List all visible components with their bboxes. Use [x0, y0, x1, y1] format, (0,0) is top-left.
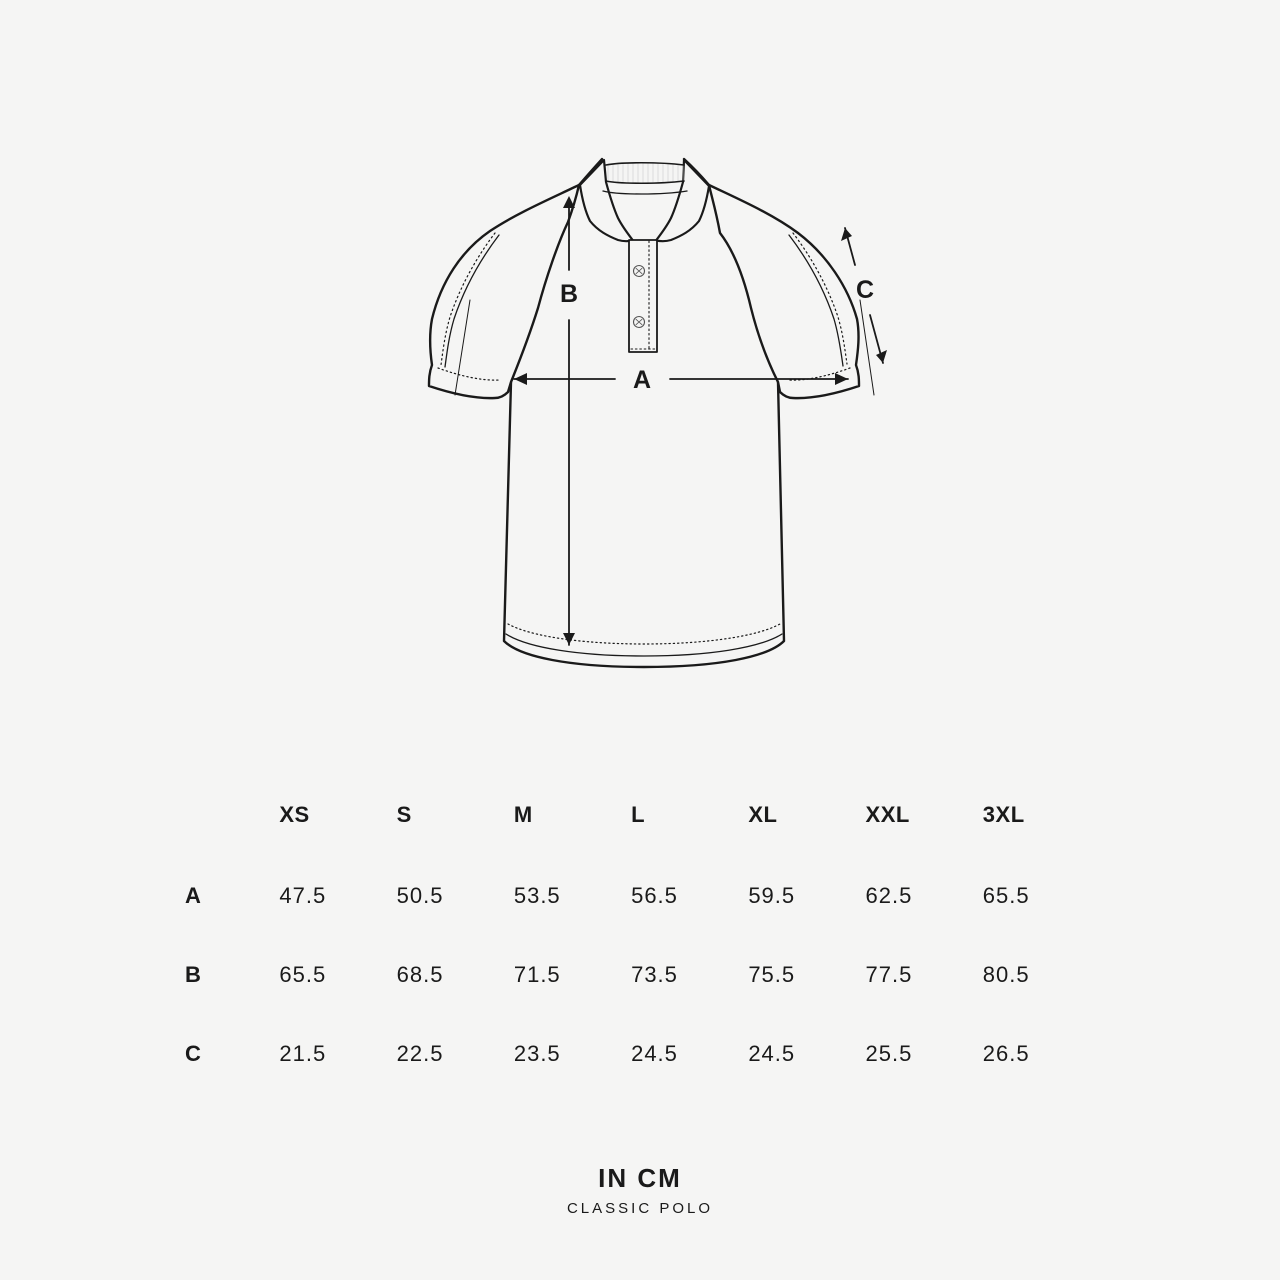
svg-text:C: C [856, 276, 874, 304]
svg-text:A: A [633, 366, 651, 394]
svg-text:B: B [560, 280, 578, 308]
